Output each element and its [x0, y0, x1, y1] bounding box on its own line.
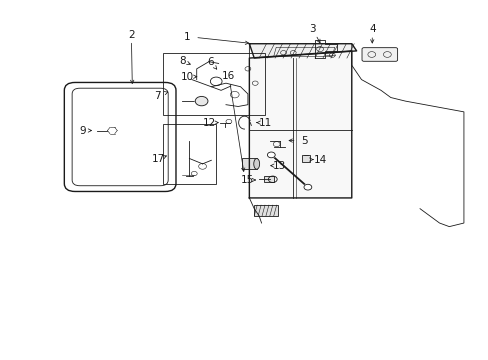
Circle shape: [304, 184, 311, 190]
Text: 12: 12: [203, 118, 216, 128]
Circle shape: [195, 96, 207, 106]
Polygon shape: [249, 44, 356, 58]
Bar: [254, 205, 277, 216]
Bar: [302, 155, 309, 162]
Text: 15: 15: [240, 175, 253, 185]
Text: 3: 3: [309, 24, 315, 35]
Circle shape: [267, 152, 275, 158]
Text: 11: 11: [258, 118, 271, 128]
Text: 13: 13: [272, 161, 285, 171]
Text: 4: 4: [368, 24, 375, 35]
Text: 17: 17: [151, 154, 164, 164]
Text: 2: 2: [128, 30, 134, 40]
Text: 10: 10: [181, 72, 194, 82]
FancyBboxPatch shape: [361, 48, 397, 61]
Text: 9: 9: [79, 126, 86, 135]
Ellipse shape: [253, 158, 259, 169]
Bar: [162, 53, 264, 116]
Text: 1: 1: [184, 32, 190, 41]
Text: 14: 14: [313, 154, 326, 165]
Bar: [264, 176, 273, 182]
Bar: [242, 158, 256, 169]
Text: 5: 5: [301, 136, 307, 145]
Text: 8: 8: [179, 56, 185, 66]
Text: 16: 16: [222, 71, 235, 81]
Text: 6: 6: [206, 57, 213, 67]
Polygon shape: [249, 51, 351, 198]
Bar: [162, 125, 216, 184]
Text: 7: 7: [154, 91, 161, 101]
